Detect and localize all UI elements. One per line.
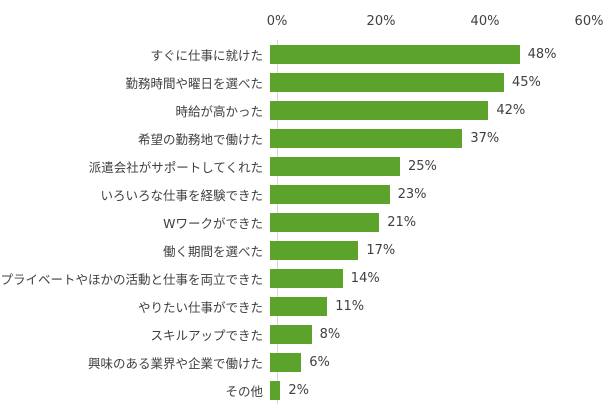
chart-row: プライベートやほかの活動と仕事を両立できた 14% (0, 264, 614, 292)
plot-cell: 42% (270, 96, 582, 124)
bar (270, 72, 504, 92)
value-label: 23% (397, 186, 427, 202)
chart-row: スキルアップできた 8% (0, 320, 614, 348)
category-label: いろいろな仕事を経験できた (100, 187, 263, 203)
plot-cell: 14% (270, 264, 582, 292)
plot-cell: 6% (270, 348, 582, 376)
plot-cell: 25% (270, 152, 582, 180)
axis-spacer (0, 6, 277, 40)
value-label: 42% (496, 102, 526, 118)
value-label: 11% (335, 298, 365, 314)
category-label: 派遣会社がサポートしてくれた (88, 159, 263, 175)
bar (270, 128, 463, 148)
x-axis-row: 0% 20% 40% 60% (0, 6, 614, 40)
plot-cell: 11% (270, 292, 582, 320)
chart-row: 派遣会社がサポートしてくれた 25% (0, 152, 614, 180)
bar (270, 352, 302, 372)
bar (270, 240, 359, 260)
chart-row: 働く期間を選べた 17% (0, 236, 614, 264)
chart-row: その他 2% (0, 376, 614, 404)
bar (270, 212, 380, 232)
category-label: スキルアップできた (150, 327, 263, 343)
x-axis-tick-label: 60% (574, 14, 604, 29)
bar (270, 268, 343, 288)
category-label: やりたい仕事ができた (137, 299, 263, 315)
bar (270, 156, 400, 176)
bar (270, 296, 328, 316)
chart-row: 興味のある業界や企業で働けた 6% (0, 348, 614, 376)
category-label: その他 (225, 383, 263, 399)
value-label: 8% (319, 326, 341, 342)
category-label: 希望の勤務地で働けた (137, 131, 263, 147)
x-axis-tick-label: 40% (470, 14, 500, 29)
chart-rows: すぐに仕事に就けた 48% 勤務時間や曜日を選べた 45% 時給が高かった 42% 希望の勤… (0, 40, 614, 404)
value-label: 2% (288, 382, 310, 398)
category-label: 興味のある業界や企業で働けた (87, 355, 263, 371)
category-label: 勤務時間や曜日を選べた (125, 75, 263, 91)
category-label: 時給が高かった (175, 103, 263, 119)
value-label: 21% (387, 214, 417, 230)
x-axis-tick-label: 0% (266, 14, 288, 29)
value-label: 14% (350, 270, 380, 286)
value-label: 17% (366, 242, 396, 258)
x-axis-tick-label: 20% (366, 14, 396, 29)
plot-cell: 23% (270, 180, 582, 208)
chart-row: やりたい仕事ができた 11% (0, 292, 614, 320)
category-label: Wワークができた (163, 215, 263, 231)
plot-cell: 48% (270, 40, 582, 68)
chart-row: 勤務時間や曜日を選べた 45% (0, 68, 614, 96)
value-label: 45% (512, 74, 541, 90)
plot-cell: 37% (270, 124, 582, 152)
value-label: 48% (527, 46, 557, 62)
bar (270, 44, 520, 64)
plot-cell: 17% (270, 236, 582, 264)
chart-row: すぐに仕事に就けた 48% (0, 40, 614, 68)
bar (270, 324, 312, 344)
category-label: プライベートやほかの活動と仕事を両立できた (0, 271, 263, 287)
chart-row: 希望の勤務地で働けた 37% (0, 124, 614, 152)
x-axis: 0% 20% 40% 60% (267, 6, 604, 40)
category-label: 働く期間を選べた (162, 243, 263, 259)
bar (270, 184, 390, 204)
value-label: 37% (470, 130, 500, 146)
bar (270, 380, 281, 400)
chart-row: いろいろな仕事を経験できた 23% (0, 180, 614, 208)
plot-cell: 21% (270, 208, 582, 236)
plot-cell: 2% (270, 376, 582, 404)
plot-cell: 8% (270, 320, 582, 348)
chart-row: 時給が高かった 42% (0, 96, 614, 124)
value-label: 6% (309, 354, 330, 370)
bar (270, 100, 489, 120)
chart-row: Wワークができた 21% (0, 208, 614, 236)
value-label: 25% (408, 158, 437, 174)
category-label: すぐに仕事に就けた (150, 47, 263, 63)
plot-cell: 45% (270, 68, 582, 96)
